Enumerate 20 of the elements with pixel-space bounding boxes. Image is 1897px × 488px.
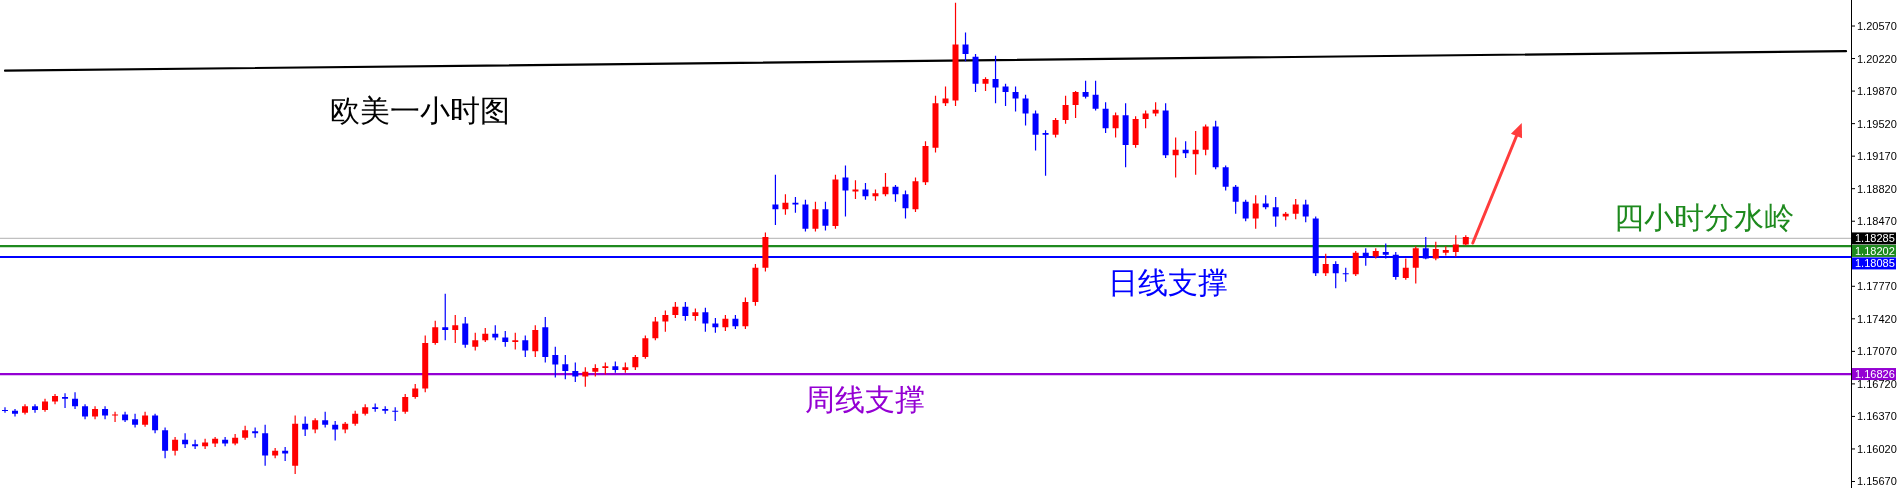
ref-line-label: 周线支撑 (805, 383, 925, 417)
price-tag: 1.16826 (1852, 368, 1896, 381)
y-tick-label: 1.17070 (1857, 345, 1897, 358)
price-tag: 1.18085 (1852, 257, 1896, 270)
ref-line-label: 四小时分水岭 (1614, 201, 1794, 235)
y-tick-label: 1.20220 (1857, 52, 1897, 65)
y-tick-label: 1.19520 (1857, 117, 1897, 130)
title: 欧美一小时图 (330, 94, 510, 127)
y-tick-label: 1.16020 (1857, 442, 1897, 455)
y-tick-label: 1.17770 (1857, 280, 1897, 293)
y-tick-label: 1.15670 (1857, 475, 1897, 488)
y-tick-label: 1.19870 (1857, 85, 1897, 98)
y-tick-label: 1.16370 (1857, 410, 1897, 423)
ref-line-label: 日线支撑 (1108, 266, 1228, 299)
y-tick-label: 1.19170 (1857, 150, 1897, 163)
y-tick-label: 1.18820 (1857, 182, 1897, 195)
y-tick-label: 1.17420 (1857, 312, 1897, 325)
y-tick-label: 1.20570 (1857, 20, 1897, 33)
y-tick-label: 1.18470 (1857, 215, 1897, 228)
price-tag: 1.18285 (1852, 232, 1896, 245)
